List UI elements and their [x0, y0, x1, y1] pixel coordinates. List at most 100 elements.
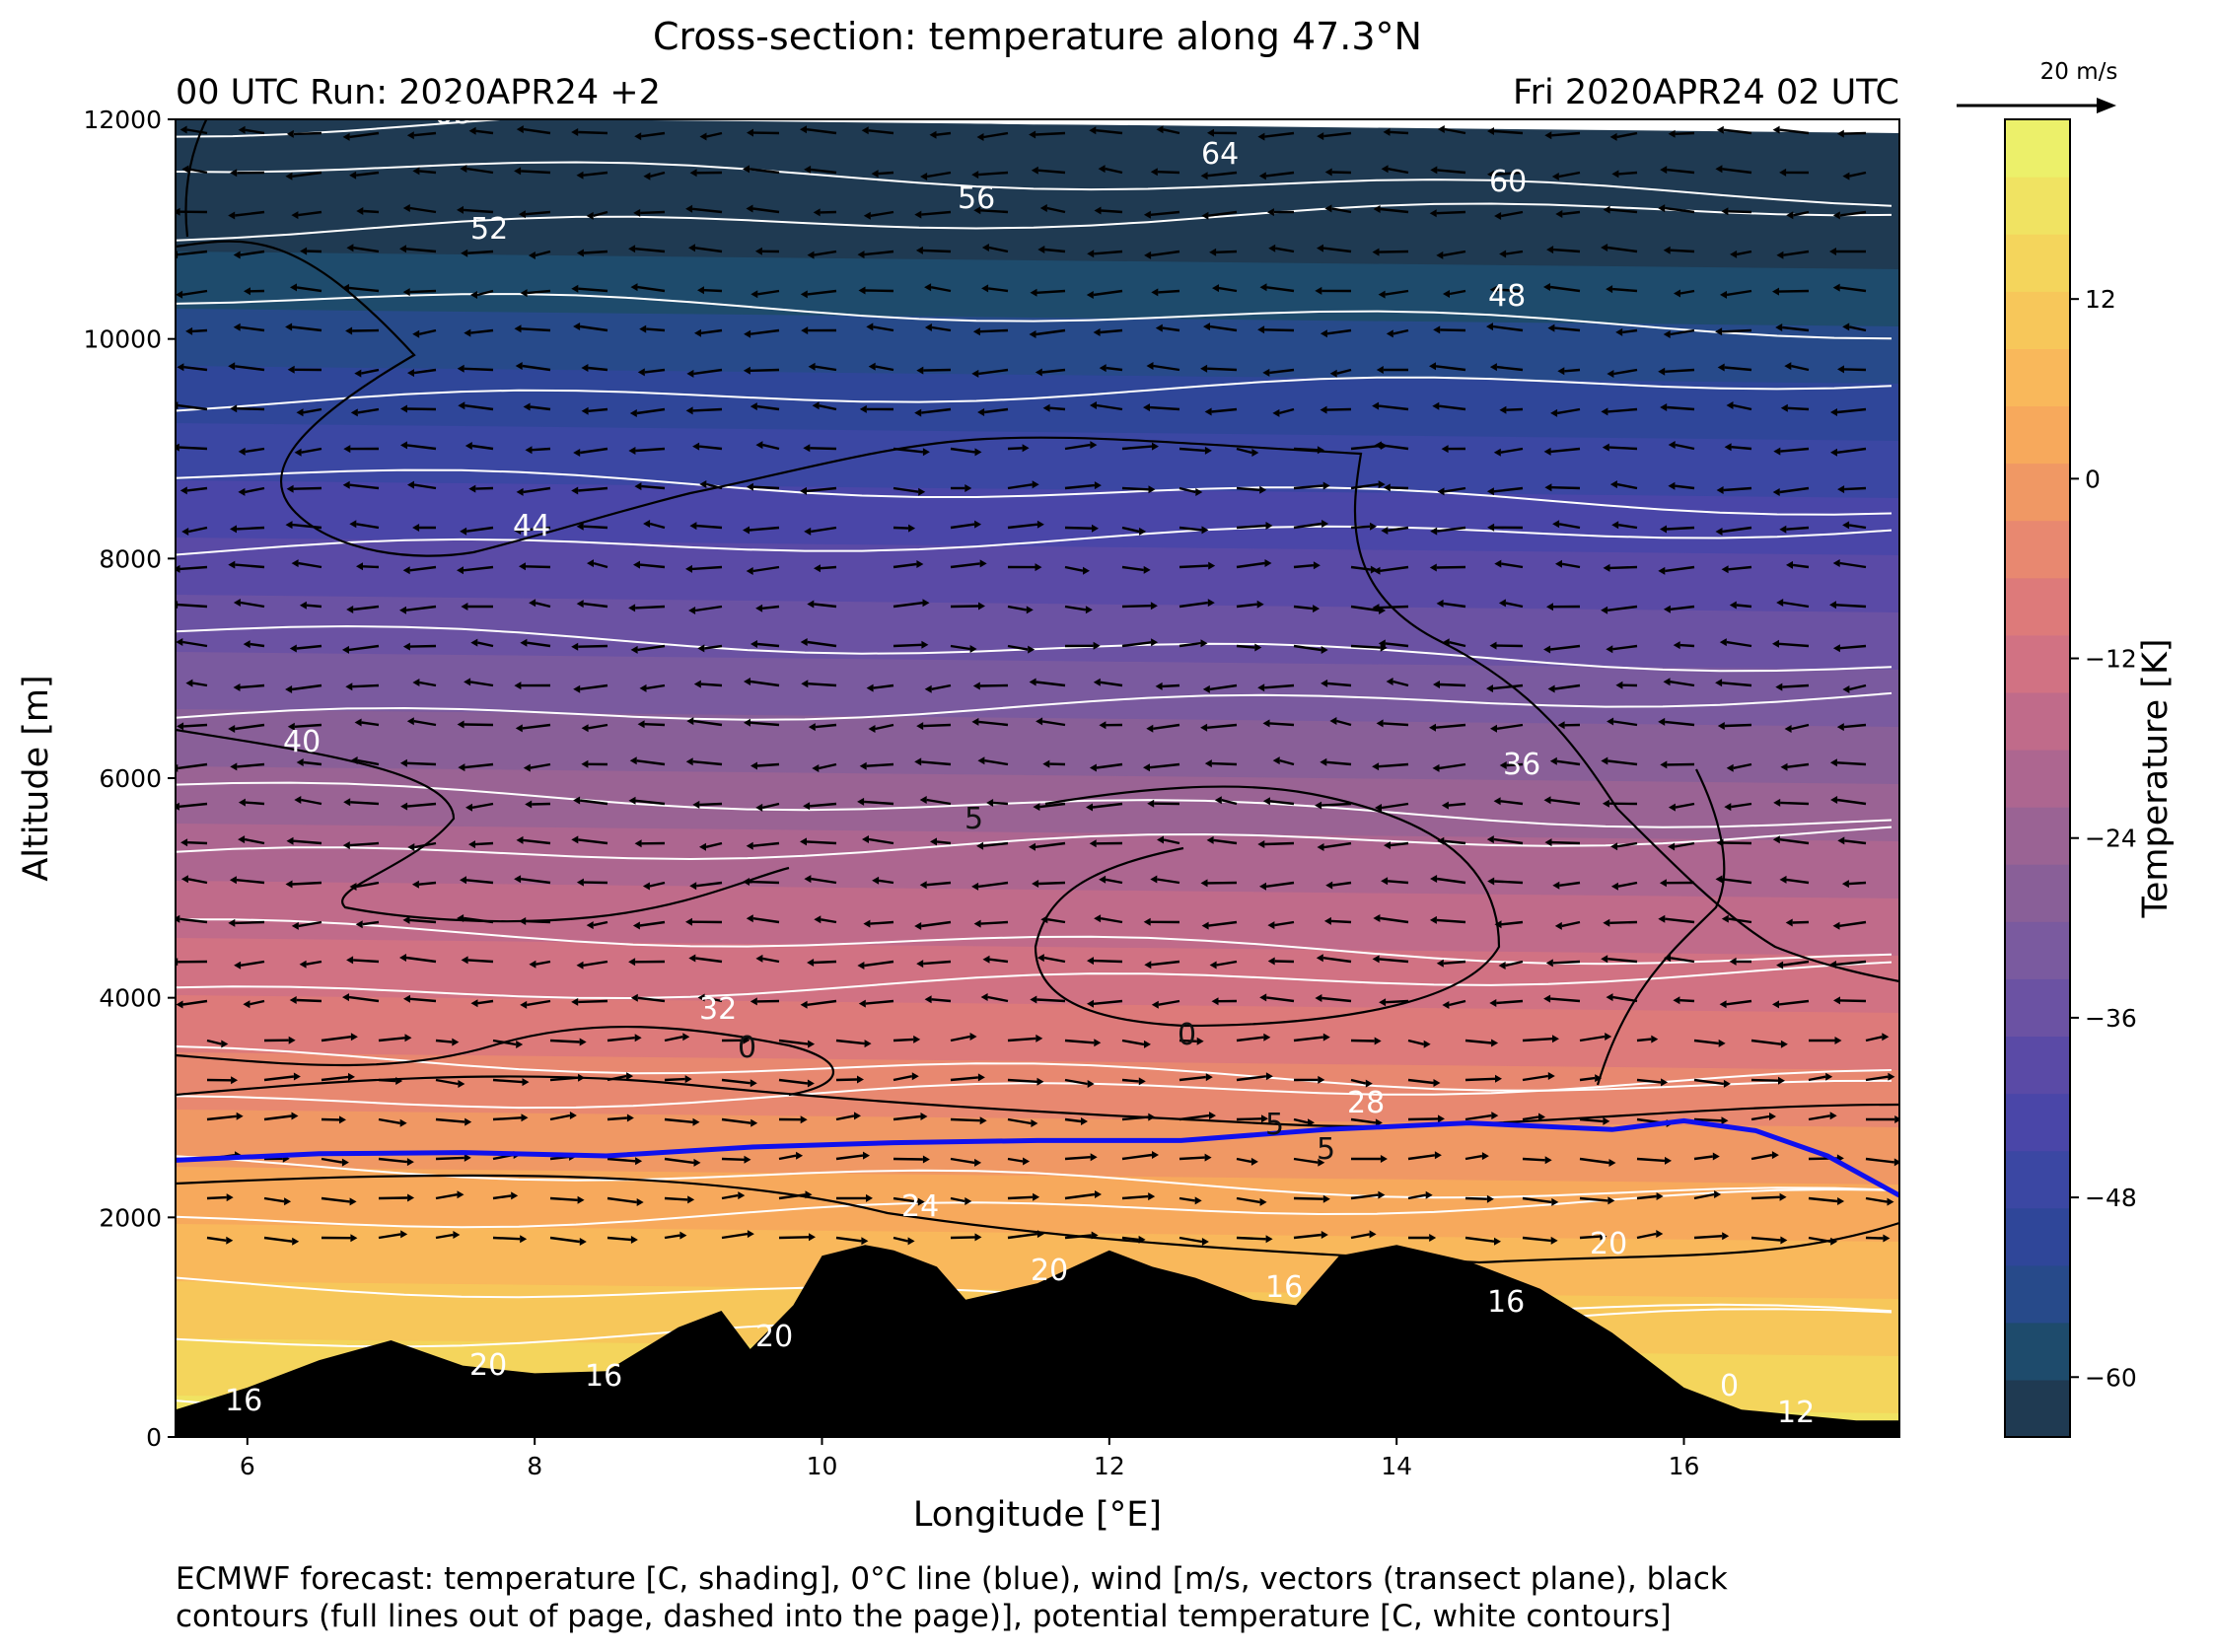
wind-vector: [1211, 407, 1238, 413]
wind-vector: [1836, 407, 1867, 414]
wind-vector: [1293, 447, 1318, 452]
wind-vector: [1121, 1153, 1153, 1161]
wind-vector: [378, 1196, 408, 1200]
wind-vector-head: [643, 520, 651, 528]
wind-vector-head: [1658, 204, 1666, 213]
theta-label: 20: [1031, 1254, 1068, 1288]
wind-vector: [413, 720, 437, 727]
wind-vector: [378, 1233, 401, 1240]
wind-vector-head: [1036, 954, 1044, 963]
wind-vector-head: [1087, 957, 1094, 966]
theta-label: 16: [1487, 1285, 1525, 1320]
colorbar-swatch: [2005, 348, 2070, 406]
wind-vector-head: [1499, 250, 1507, 258]
wind-vector-head: [1721, 1116, 1729, 1125]
wind-vector: [1269, 368, 1295, 375]
wind-vector-head: [400, 441, 407, 450]
wind-vector: [1444, 839, 1466, 845]
wind-vector: [549, 1196, 578, 1201]
wind-vector: [469, 681, 494, 687]
wind-vector-head: [686, 369, 694, 378]
wind-vector-head: [685, 757, 693, 766]
wind-vector: [467, 250, 494, 254]
wind-vector-head: [924, 995, 932, 1004]
wind-vector: [1043, 956, 1066, 964]
colorbar-tick-label: −24: [2085, 825, 2137, 853]
wind-vector: [578, 287, 608, 293]
wind-vector: [1440, 328, 1466, 332]
wind-vector: [704, 644, 723, 650]
wind-vector-head: [692, 442, 700, 451]
wind-vector-head: [1259, 993, 1267, 1002]
wind-vector-head: [1370, 565, 1378, 574]
wind-vector: [1064, 565, 1084, 572]
wind-vector-head: [1489, 641, 1497, 650]
wind-vector-head: [412, 679, 420, 686]
wind-vector-head: [286, 484, 294, 493]
wind-vector-head: [1603, 563, 1610, 572]
wind-vector: [418, 881, 437, 886]
wind-vector: [1149, 405, 1180, 411]
wind-vector-head: [1668, 441, 1676, 449]
wind-vector-head: [228, 725, 236, 733]
wind-vector: [1839, 920, 1867, 927]
wind-vector: [583, 525, 608, 530]
wind-vector-head: [1423, 1040, 1431, 1048]
wind-vector: [1064, 605, 1087, 611]
wind-vector: [1350, 1117, 1377, 1124]
wind-vector: [1064, 1156, 1091, 1161]
wind-vector: [348, 995, 380, 1003]
wind-vector: [835, 1154, 864, 1161]
wind-vector-head: [1086, 803, 1093, 812]
wind-vector-head: [185, 326, 193, 335]
wind-vector: [1666, 526, 1695, 531]
wind-vector-head: [1600, 1232, 1607, 1241]
wind-vector-head: [1489, 999, 1497, 1007]
wind-vector: [306, 604, 322, 609]
wind-vector-head: [1256, 600, 1264, 609]
wind-vector: [464, 404, 494, 411]
wind-vector: [263, 1196, 285, 1203]
wind-vector: [1670, 957, 1695, 964]
wind-vector-head: [1272, 756, 1280, 765]
wind-vector-head: [399, 245, 406, 253]
theta-label: 52: [470, 212, 508, 247]
wind-vector-head: [1437, 125, 1445, 133]
wind-vector-head: [859, 404, 867, 413]
wind-vector: [635, 605, 666, 610]
wind-vector-head: [529, 960, 536, 969]
wind-vector: [1780, 447, 1810, 453]
wind-vector: [750, 680, 780, 687]
wind-vector: [1236, 524, 1266, 530]
wind-vector-head: [747, 1230, 754, 1239]
wind-vector: [1407, 1154, 1436, 1161]
wind-vector: [321, 1157, 343, 1164]
wind-vector-head: [1200, 172, 1208, 180]
figure-caption: ECMWF forecast: temperature [C, shading]…: [176, 1561, 1728, 1634]
wind-vector-head: [399, 758, 407, 767]
wind-vector-head: [1432, 763, 1440, 772]
wind-vector: [820, 565, 837, 570]
wind-vector-head: [1329, 717, 1337, 725]
wind-vector: [1178, 642, 1201, 648]
wind-vector-head: [1194, 1196, 1202, 1205]
wind-vector-head: [520, 1000, 528, 1009]
wind-vector-head: [743, 526, 750, 535]
wind-vector-head: [1674, 289, 1680, 298]
wind-vector: [1779, 128, 1810, 135]
wind-vector: [1150, 250, 1180, 257]
wind-vector-head: [243, 640, 250, 649]
wind-vector-head: [579, 1238, 587, 1246]
wind-vector-head: [1601, 244, 1608, 251]
wind-vector-head: [685, 204, 693, 213]
wind-vector: [931, 325, 952, 332]
wind-vector: [356, 881, 380, 889]
wind-vector-head: [1552, 1035, 1559, 1043]
wind-vector: [1121, 1115, 1149, 1121]
wind-vector-head: [285, 323, 293, 331]
wind-vector: [583, 960, 608, 967]
wind-vector: [693, 368, 723, 376]
wind-vector: [578, 130, 608, 135]
colorbar-tick-label: 0: [2085, 465, 2101, 493]
wind-vector-head: [1436, 959, 1444, 968]
